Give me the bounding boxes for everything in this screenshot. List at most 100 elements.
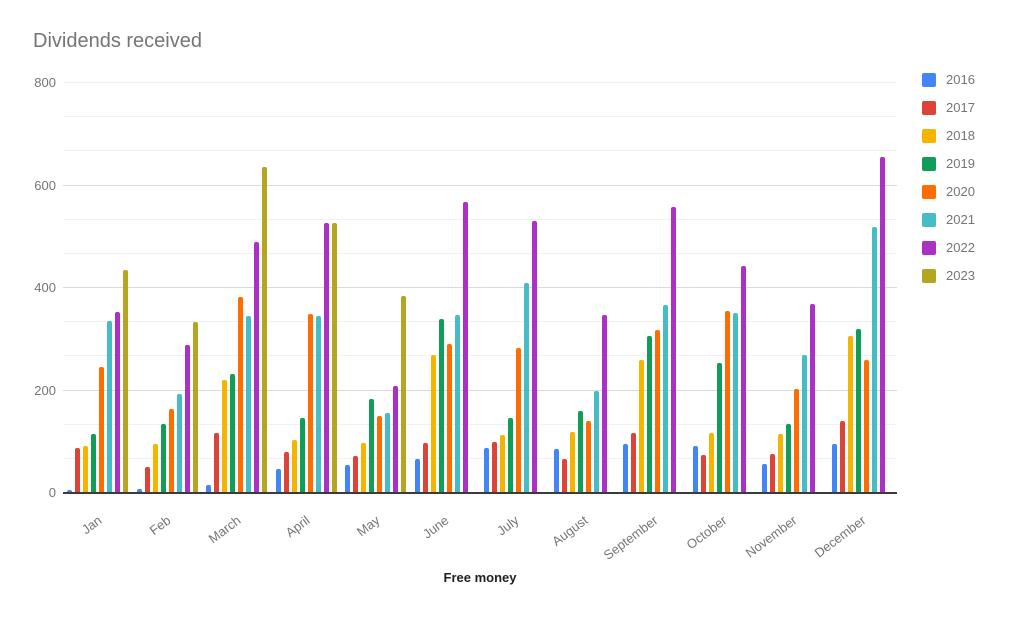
- bar-2022-july[interactable]: [532, 221, 538, 493]
- bar-2017-june[interactable]: [422, 442, 428, 493]
- bar-2021-may[interactable]: [385, 412, 391, 493]
- x-tick-label-june: June: [420, 512, 452, 542]
- bar-2023-april[interactable]: [331, 223, 337, 493]
- bar-2018-feb[interactable]: [152, 443, 158, 493]
- bar-2022-jan[interactable]: [115, 312, 121, 493]
- bar-2016-jan[interactable]: [67, 490, 73, 493]
- bar-2021-august[interactable]: [593, 390, 599, 493]
- bar-2018-august[interactable]: [569, 431, 575, 493]
- bar-2018-may[interactable]: [361, 443, 367, 493]
- bar-2023-march[interactable]: [262, 166, 268, 493]
- legend-item-2021[interactable]: 2021: [922, 212, 975, 227]
- bar-2023-may[interactable]: [401, 295, 407, 493]
- bar-2022-may[interactable]: [393, 386, 399, 493]
- bar-2022-june[interactable]: [462, 201, 468, 493]
- bar-2017-november[interactable]: [770, 453, 776, 493]
- bar-2020-december[interactable]: [863, 359, 869, 493]
- legend-item-2022[interactable]: 2022: [922, 240, 975, 255]
- bar-2019-december[interactable]: [855, 329, 861, 493]
- bar-2017-october[interactable]: [700, 454, 706, 493]
- bar-2017-jan[interactable]: [75, 447, 81, 493]
- bar-2020-march[interactable]: [238, 296, 244, 493]
- bar-2016-may[interactable]: [345, 464, 351, 493]
- bar-2019-march[interactable]: [230, 373, 236, 493]
- bar-2021-march[interactable]: [246, 316, 252, 493]
- bar-2019-feb[interactable]: [160, 423, 166, 493]
- legend-item-2018[interactable]: 2018: [922, 128, 975, 143]
- legend-item-2019[interactable]: 2019: [922, 156, 975, 171]
- bar-2021-june[interactable]: [454, 314, 460, 493]
- bar-2019-september[interactable]: [647, 335, 653, 493]
- bar-2022-october[interactable]: [740, 266, 746, 493]
- bar-2020-july[interactable]: [516, 348, 522, 493]
- bar-2016-august[interactable]: [553, 448, 559, 493]
- bar-2017-march[interactable]: [214, 433, 220, 493]
- bar-2021-april[interactable]: [315, 316, 321, 493]
- bar-2016-october[interactable]: [692, 445, 698, 493]
- bar-2022-december[interactable]: [879, 157, 885, 493]
- bar-2017-may[interactable]: [353, 456, 359, 493]
- bar-2019-july[interactable]: [508, 417, 514, 493]
- minor-gridline: [63, 252, 897, 254]
- legend-item-2023[interactable]: 2023: [922, 268, 975, 283]
- bar-2022-august[interactable]: [601, 314, 607, 493]
- bar-2020-feb[interactable]: [168, 409, 174, 493]
- bar-2022-feb[interactable]: [184, 344, 190, 493]
- bar-2020-october[interactable]: [724, 310, 730, 493]
- bar-2016-march[interactable]: [206, 485, 212, 493]
- legend-item-2017[interactable]: 2017: [922, 100, 975, 115]
- bar-2020-april[interactable]: [307, 314, 313, 493]
- bar-2020-august[interactable]: [585, 421, 591, 493]
- bar-2017-july[interactable]: [492, 442, 498, 493]
- bar-2019-april[interactable]: [299, 418, 305, 493]
- bar-2022-march[interactable]: [254, 242, 260, 493]
- bar-2016-june[interactable]: [414, 459, 420, 493]
- bar-2016-december[interactable]: [831, 443, 837, 493]
- bar-2016-april[interactable]: [275, 469, 281, 493]
- bar-2021-december[interactable]: [871, 226, 877, 493]
- bar-2016-feb[interactable]: [136, 488, 142, 493]
- legend-item-2016[interactable]: 2016: [922, 72, 975, 87]
- bar-2019-november[interactable]: [786, 423, 792, 493]
- bar-2019-may[interactable]: [369, 398, 375, 493]
- bar-2019-june[interactable]: [438, 318, 444, 493]
- bar-2018-jan[interactable]: [83, 445, 89, 493]
- bar-2019-jan[interactable]: [91, 434, 97, 493]
- bar-2022-april[interactable]: [323, 222, 329, 493]
- bar-2018-december[interactable]: [847, 335, 853, 493]
- bar-2018-september[interactable]: [639, 359, 645, 493]
- bar-2016-september[interactable]: [623, 443, 629, 493]
- bar-2016-july[interactable]: [484, 447, 490, 493]
- bar-2018-october[interactable]: [708, 432, 714, 493]
- bar-2017-september[interactable]: [631, 433, 637, 493]
- bar-2017-december[interactable]: [839, 421, 845, 493]
- bar-2020-september[interactable]: [655, 330, 661, 493]
- bar-2018-november[interactable]: [778, 434, 784, 493]
- bar-2023-feb[interactable]: [192, 322, 198, 493]
- bar-2021-feb[interactable]: [176, 393, 182, 493]
- bar-2021-july[interactable]: [524, 282, 530, 493]
- bar-2023-jan[interactable]: [123, 270, 129, 493]
- legend-item-2020[interactable]: 2020: [922, 184, 975, 199]
- bar-2018-april[interactable]: [291, 440, 297, 493]
- bar-2017-april[interactable]: [283, 452, 289, 493]
- bar-2017-feb[interactable]: [144, 467, 150, 493]
- bar-2016-november[interactable]: [762, 463, 768, 493]
- bar-2022-november[interactable]: [810, 304, 816, 493]
- bar-2021-september[interactable]: [663, 305, 669, 493]
- bar-2018-june[interactable]: [430, 354, 436, 493]
- bar-2020-may[interactable]: [377, 416, 383, 493]
- bar-2020-june[interactable]: [446, 344, 452, 493]
- bar-2018-march[interactable]: [222, 380, 228, 493]
- bar-2021-october[interactable]: [732, 313, 738, 493]
- bar-2019-august[interactable]: [577, 410, 583, 493]
- bar-2017-august[interactable]: [561, 459, 567, 493]
- bar-2020-november[interactable]: [794, 388, 800, 493]
- bar-2021-november[interactable]: [802, 354, 808, 493]
- bar-2019-october[interactable]: [716, 362, 722, 493]
- bar-2020-jan[interactable]: [99, 367, 105, 493]
- bar-2021-jan[interactable]: [107, 321, 113, 493]
- legend-label-2018: 2018: [946, 128, 975, 143]
- bar-2018-july[interactable]: [500, 434, 506, 493]
- bar-2022-september[interactable]: [671, 207, 677, 493]
